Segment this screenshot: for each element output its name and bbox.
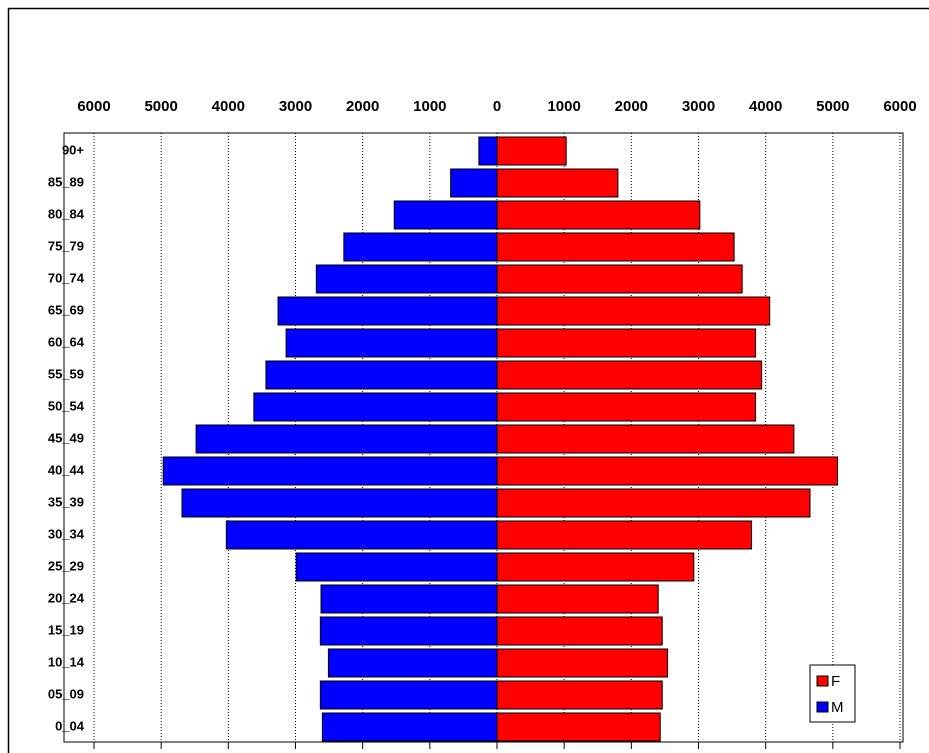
y-tick-label: 10_14 bbox=[48, 654, 85, 669]
bar bbox=[496, 136, 567, 166]
legend-label: F bbox=[831, 673, 840, 690]
bar bbox=[496, 328, 757, 358]
bar bbox=[496, 296, 771, 326]
bar bbox=[253, 392, 498, 422]
x-tick-label: 5000 bbox=[816, 98, 849, 115]
bar bbox=[321, 712, 498, 742]
y-tick-label: 60_64 bbox=[48, 334, 85, 349]
y-tick-label: 70_74 bbox=[48, 270, 85, 285]
y-tick-label: 20_24 bbox=[48, 590, 85, 605]
legend-swatch bbox=[816, 701, 829, 713]
bar bbox=[295, 552, 498, 582]
y-tick-label: 90+ bbox=[62, 142, 84, 157]
x-tick-label: 5000 bbox=[144, 98, 177, 115]
x-tick-label: 0 bbox=[493, 98, 501, 115]
bar bbox=[181, 488, 498, 518]
bar bbox=[496, 232, 735, 262]
x-tick-label: 2000 bbox=[615, 98, 648, 115]
bar bbox=[343, 232, 498, 262]
bar bbox=[327, 648, 498, 678]
legend-label: M bbox=[831, 699, 844, 716]
bar bbox=[195, 424, 498, 454]
y-tick-label: 40_44 bbox=[48, 462, 85, 477]
bar bbox=[162, 456, 498, 486]
y-tick-label: 80_84 bbox=[48, 206, 85, 221]
bar bbox=[320, 584, 498, 614]
x-tick-label: 2000 bbox=[346, 98, 379, 115]
bar bbox=[496, 456, 839, 486]
bar bbox=[319, 616, 498, 646]
bar bbox=[319, 680, 498, 710]
bar bbox=[496, 648, 669, 678]
bar bbox=[496, 520, 753, 550]
x-tick-label: 6000 bbox=[883, 98, 916, 115]
y-tick-label: 45_49 bbox=[48, 430, 84, 445]
y-tick-label: 75_79 bbox=[48, 238, 84, 253]
y-tick-label: 50_54 bbox=[48, 398, 85, 413]
y-tick-label: 35_39 bbox=[48, 494, 84, 509]
bar bbox=[496, 488, 811, 518]
bar bbox=[496, 680, 663, 710]
legend-swatch bbox=[816, 675, 829, 687]
x-tick-label: 1000 bbox=[547, 98, 580, 115]
bar bbox=[496, 712, 661, 742]
bar bbox=[496, 424, 795, 454]
bar bbox=[393, 200, 498, 230]
bar bbox=[496, 584, 659, 614]
bar bbox=[496, 360, 763, 390]
y-tick-label: 30_34 bbox=[48, 526, 85, 541]
bar bbox=[496, 264, 743, 294]
x-tick-label: 4000 bbox=[212, 98, 245, 115]
y-tick-label: 85_89 bbox=[48, 174, 84, 189]
bar bbox=[277, 296, 498, 326]
bar bbox=[496, 552, 695, 582]
bar bbox=[496, 168, 619, 198]
x-tick-label: 3000 bbox=[682, 98, 715, 115]
y-tick-label: 55_59 bbox=[48, 366, 84, 381]
bar bbox=[450, 168, 498, 198]
bar bbox=[478, 136, 498, 166]
bar bbox=[496, 200, 701, 230]
bar bbox=[285, 328, 498, 358]
y-tick-label: 25_29 bbox=[48, 558, 84, 573]
bar bbox=[496, 616, 663, 646]
legend: FM bbox=[809, 664, 856, 723]
x-tick-label: 1000 bbox=[413, 98, 446, 115]
y-tick-label: 65_69 bbox=[48, 302, 84, 317]
y-tick-label: 15_19 bbox=[48, 622, 84, 637]
y-tick-label: 05_09 bbox=[48, 686, 84, 701]
bar bbox=[496, 392, 757, 422]
x-tick-label: 6000 bbox=[77, 98, 110, 115]
bar bbox=[225, 520, 498, 550]
x-tick-label: 4000 bbox=[749, 98, 782, 115]
y-tick-label: 0_04 bbox=[55, 718, 85, 733]
bar bbox=[315, 264, 498, 294]
bar bbox=[265, 360, 498, 390]
x-tick-label: 3000 bbox=[279, 98, 312, 115]
